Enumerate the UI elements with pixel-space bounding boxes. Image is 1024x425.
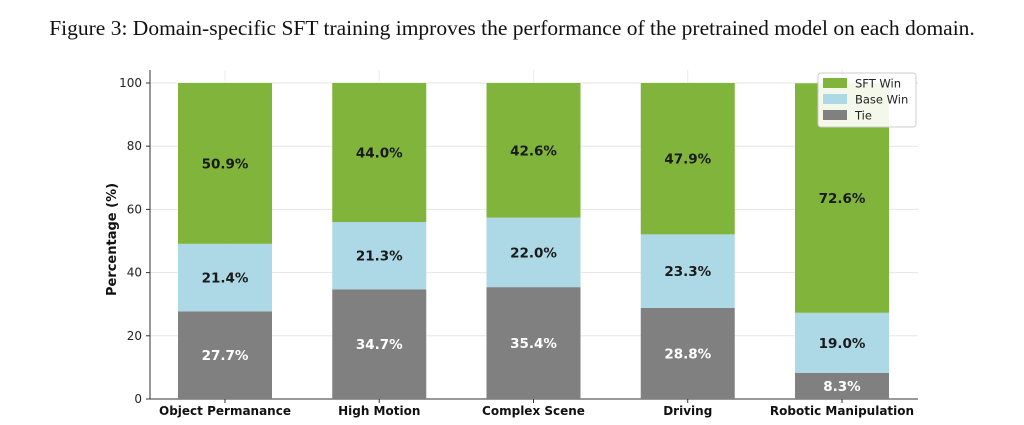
x-tick-label: Robotic Manipulation <box>770 404 914 418</box>
data-label-base-win: 19.0% <box>819 336 866 352</box>
bar-segment-base-win <box>795 312 889 373</box>
data-label-sft-win: 47.9% <box>664 152 711 168</box>
bar-segment-tie <box>332 289 427 399</box>
legend-swatch-base-win <box>823 94 847 104</box>
x-tick-label: Driving <box>663 404 712 418</box>
legend-label-base-win: Base Win <box>855 93 908 107</box>
figure-caption: Figure 3: Domain-specific SFT training i… <box>49 16 975 40</box>
data-label-tie: 28.8% <box>664 346 711 362</box>
bar-segment-base-win <box>486 217 581 288</box>
data-label-sft-win: 72.6% <box>819 191 866 207</box>
bar-segment-base-win <box>178 243 272 312</box>
data-label-tie: 8.3% <box>823 379 861 395</box>
y-tick-label: 100 <box>119 76 142 90</box>
bar-segment-tie <box>486 287 581 399</box>
bar-segment-base-win <box>332 222 427 290</box>
data-label-sft-win: 42.6% <box>510 143 557 159</box>
bar-segment-tie <box>640 307 735 399</box>
y-tick-label: 0 <box>134 392 142 406</box>
data-label-sft-win: 50.9% <box>202 156 249 172</box>
bar-segment-base-win <box>640 234 735 308</box>
bar-segment-sft-win <box>640 83 735 235</box>
legend-swatch-sft-win <box>823 78 847 88</box>
data-label-tie: 27.7% <box>202 348 249 364</box>
y-tick-label: 40 <box>127 266 142 280</box>
legend-swatch-tie <box>823 110 847 120</box>
data-label-tie: 34.7% <box>356 337 403 353</box>
bar-segment-sft-win <box>332 83 427 223</box>
bar-segment-sft-win <box>178 83 272 244</box>
data-label-base-win: 21.4% <box>202 271 249 287</box>
y-tick-label: 80 <box>127 139 142 153</box>
data-label-base-win: 23.3% <box>664 264 711 280</box>
bar-segment-tie <box>178 311 272 399</box>
data-label-base-win: 21.3% <box>356 249 403 265</box>
bar-segment-tie <box>795 372 889 399</box>
data-label-tie: 35.4% <box>510 336 557 352</box>
x-tick-label: High Motion <box>338 404 420 418</box>
bar-segment-sft-win <box>486 83 581 218</box>
data-label-base-win: 22.0% <box>510 245 557 261</box>
y-axis-label: Percentage (%) <box>105 183 120 296</box>
legend-label-tie: Tie <box>854 109 872 123</box>
x-tick-label: Object Permanance <box>159 404 291 418</box>
legend-label-sft-win: SFT Win <box>855 77 901 91</box>
x-tick-label: Complex Scene <box>482 404 585 418</box>
data-label-sft-win: 44.0% <box>356 146 403 162</box>
y-tick-label: 60 <box>127 202 142 216</box>
y-tick-label: 20 <box>127 329 142 343</box>
